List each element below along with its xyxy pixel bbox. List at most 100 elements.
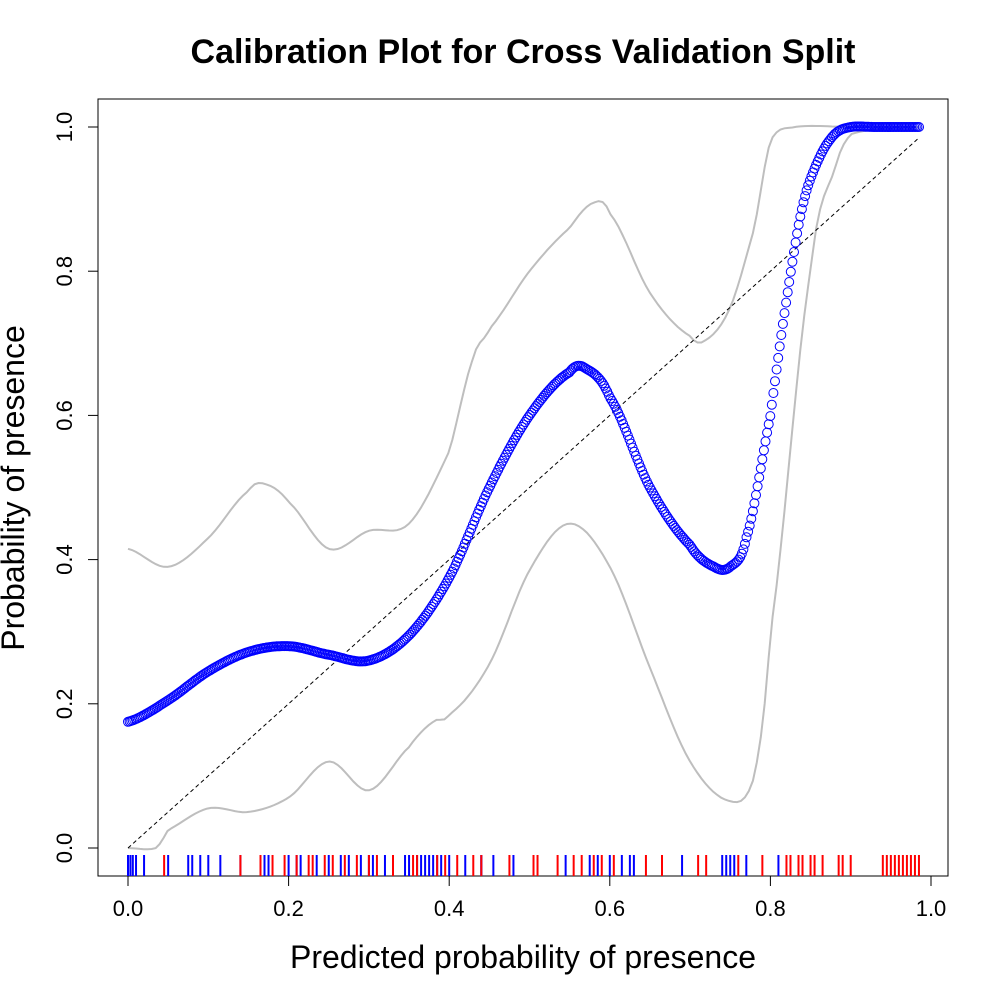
calibration-point <box>765 411 776 422</box>
calibration-point <box>434 589 445 600</box>
x-axis-title: Predicted probability of presence <box>290 939 756 975</box>
axes: 0.0 0.2 0.4 0.6 0.8 1.0 0.0 0.2 0.4 0.6 0.8 1.0 <box>52 112 946 921</box>
calibration-point <box>702 558 712 569</box>
lower-confidence-band <box>127 126 920 851</box>
calibration-point <box>739 538 750 549</box>
calibration-point <box>782 287 793 298</box>
calibration-point <box>515 424 526 435</box>
calibration-point <box>657 504 668 515</box>
calibration-point <box>509 435 519 446</box>
calibration-point <box>768 388 779 398</box>
calibration-point <box>757 454 768 465</box>
calibration-point <box>645 482 655 493</box>
x-tick-label: 0.8 <box>755 896 786 921</box>
calibration-point <box>605 393 616 404</box>
calibration-point <box>646 485 657 496</box>
chart-title: Calibration Plot for Cross Validation Sp… <box>191 33 856 71</box>
calibration-point <box>790 237 801 248</box>
calibration-point <box>497 455 508 466</box>
calibration-point <box>213 660 224 671</box>
calibration-point <box>138 710 149 721</box>
calibration-point <box>507 438 518 449</box>
calibration-point <box>758 445 769 456</box>
calibration-point <box>442 575 453 586</box>
calibration-point <box>494 461 505 472</box>
x-tick-label: 0.4 <box>434 896 465 921</box>
calibration-point <box>206 664 217 675</box>
calibration-point <box>747 506 758 517</box>
calibration-point <box>439 581 450 592</box>
reference-line-layer <box>127 137 920 849</box>
calibration-point <box>516 422 527 432</box>
calibration-point <box>736 548 747 559</box>
confidence-bands <box>127 124 920 851</box>
calibration-point <box>766 399 777 410</box>
calibration-point <box>429 596 440 607</box>
calibration-point <box>135 711 146 722</box>
calibration-point <box>652 496 663 507</box>
calibration-point <box>659 506 670 517</box>
x-tick-label: 1.0 <box>916 896 947 921</box>
calibration-point <box>784 277 795 287</box>
calibration-point <box>770 376 780 387</box>
calibration-point <box>513 427 524 438</box>
calibration-point <box>210 662 220 673</box>
calibration-point <box>803 180 814 191</box>
calibration-point <box>597 378 608 389</box>
calibration-point <box>504 443 515 454</box>
calibration-point <box>777 318 788 329</box>
calibration-point <box>792 228 803 239</box>
calibration-point <box>789 247 799 257</box>
calibration-point <box>781 297 792 308</box>
x-tick-label: 0.0 <box>113 896 144 921</box>
calibration-point <box>643 479 654 490</box>
calibration-point <box>773 352 784 363</box>
calibration-point <box>607 396 618 406</box>
calibration-point <box>608 398 619 409</box>
calibration-point <box>755 463 766 474</box>
calibration-point <box>741 532 752 543</box>
calibration-point <box>751 490 761 500</box>
calibration-point <box>214 659 225 670</box>
x-tick-label: 0.2 <box>273 896 304 921</box>
calibration-point <box>648 488 659 499</box>
calibration-point <box>743 526 754 537</box>
calibration-point <box>703 559 714 569</box>
upper-confidence-band <box>127 124 919 568</box>
y-tick-label: 0.4 <box>52 544 77 575</box>
calibration-point <box>518 419 529 430</box>
calibration-point <box>795 211 806 222</box>
y-tick-label: 0.0 <box>52 833 77 864</box>
calibration-point <box>437 584 448 594</box>
calibration-point <box>433 591 444 602</box>
calibration-points <box>123 121 924 727</box>
calibration-point <box>502 446 513 457</box>
calibration-point <box>819 143 829 154</box>
calibration-point <box>776 330 787 340</box>
calibration-point <box>738 544 749 555</box>
calibration-point <box>577 361 587 372</box>
calibration-point <box>428 599 439 610</box>
x-tick-label: 0.6 <box>595 896 626 921</box>
rug-marks <box>127 855 920 876</box>
calibration-point <box>649 491 660 502</box>
calibration-point <box>501 449 512 460</box>
calibration-point <box>760 436 771 447</box>
calibration-point <box>444 572 455 583</box>
calibration-point <box>793 219 804 230</box>
calibration-point <box>779 308 790 319</box>
calibration-point <box>599 380 610 391</box>
calibration-point <box>801 185 812 196</box>
calibration-point <box>817 146 828 157</box>
calibration-point <box>744 520 755 531</box>
calibration-point <box>914 122 924 132</box>
calibration-point <box>733 554 744 565</box>
calibration-point <box>800 191 811 202</box>
calibration-point <box>510 432 521 443</box>
calibration-point <box>211 661 222 672</box>
y-tick-label: 0.8 <box>52 256 77 287</box>
calibration-point <box>512 429 523 440</box>
calibration-point <box>654 499 665 510</box>
